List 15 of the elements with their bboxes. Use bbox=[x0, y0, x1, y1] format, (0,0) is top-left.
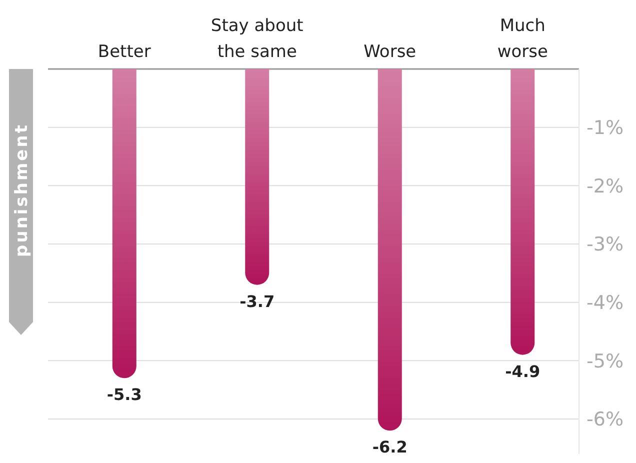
x-tick-label: Much worse bbox=[497, 16, 548, 62]
y-tick-label: -1% bbox=[586, 116, 624, 139]
x-tick-label: Stay about the same bbox=[210, 16, 304, 62]
data-label: -4.9 bbox=[505, 362, 540, 381]
y-tick-label: -3% bbox=[586, 234, 624, 256]
data-label: -5.3 bbox=[106, 385, 142, 404]
x-tick-label: Worse bbox=[364, 42, 416, 62]
y-tick-label: -6% bbox=[586, 408, 624, 431]
data-label: -3.7 bbox=[240, 292, 275, 311]
x-tick-label: Better bbox=[98, 42, 151, 62]
data-label: -6.2 bbox=[372, 438, 408, 457]
y-axis-title: punishment bbox=[12, 123, 32, 257]
y-tick-label: -5% bbox=[586, 350, 624, 372]
y-tick-label: -2% bbox=[586, 175, 624, 198]
y-tick-label: -4% bbox=[586, 292, 624, 314]
